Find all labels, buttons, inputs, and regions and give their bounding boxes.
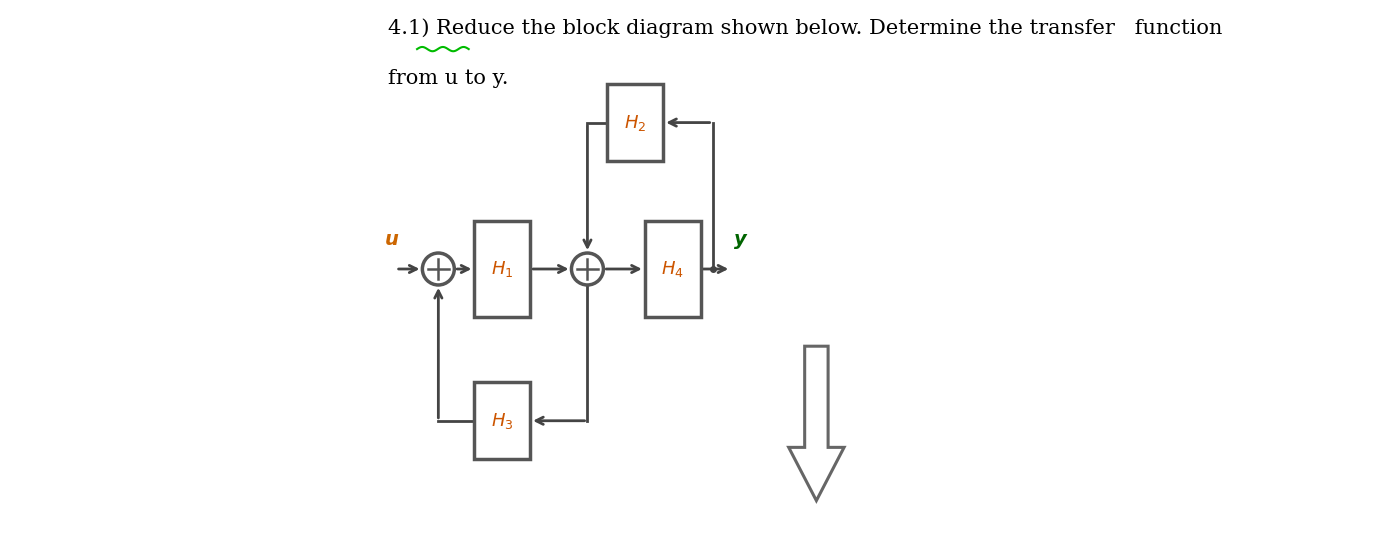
Polygon shape	[788, 346, 843, 501]
Text: u: u	[384, 230, 399, 249]
Text: $H_4$: $H_4$	[662, 259, 684, 279]
Text: $H_1$: $H_1$	[491, 259, 513, 279]
Circle shape	[422, 253, 454, 285]
Text: y: y	[735, 230, 747, 249]
Circle shape	[571, 253, 604, 285]
Text: 4.1) Reduce the block diagram shown below. Determine the transfer   function: 4.1) Reduce the block diagram shown belo…	[388, 19, 1222, 38]
Bar	[475, 382, 530, 459]
Bar	[475, 221, 530, 317]
Text: $H_2$: $H_2$	[625, 112, 647, 132]
Text: from u to y.: from u to y.	[388, 69, 508, 88]
Bar	[607, 84, 663, 161]
Bar	[645, 221, 700, 317]
Text: $H_3$: $H_3$	[491, 410, 513, 431]
